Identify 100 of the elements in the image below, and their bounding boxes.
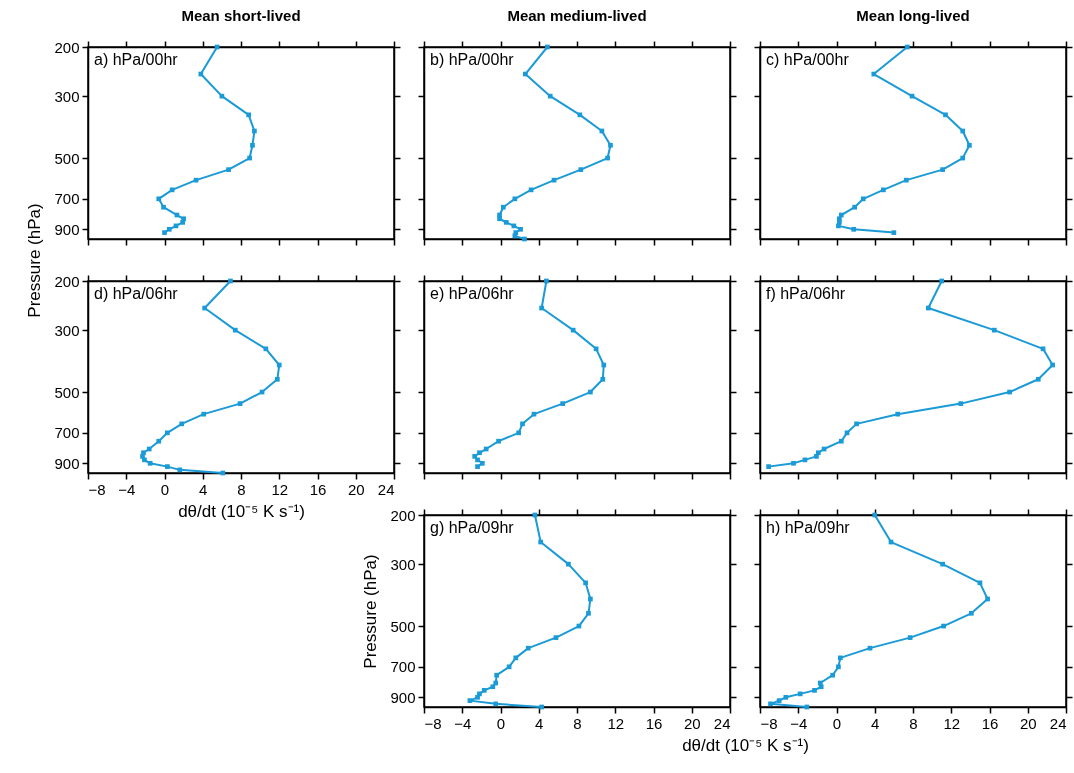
point <box>193 177 199 183</box>
annotation: g) hPa/09hr <box>430 519 515 536</box>
point <box>226 167 231 172</box>
annotation: c) hPa/00hr <box>766 51 850 68</box>
x-tick-label: 20 <box>683 714 701 732</box>
x-tick-label: 4 <box>535 714 544 732</box>
point <box>766 464 771 469</box>
point <box>904 44 910 50</box>
chart-title: Mean long-lived <box>856 7 970 25</box>
x-tick-label: 4 <box>199 480 208 498</box>
y-tick-label: 700 <box>54 190 80 208</box>
point <box>539 305 544 311</box>
point <box>496 438 501 444</box>
point <box>503 220 509 225</box>
x-tick-label: −4 <box>118 480 136 498</box>
x-tick-label: 20 <box>1019 714 1037 732</box>
chart-title: Mean medium-lived <box>507 7 647 25</box>
y-tick-label: 500 <box>390 617 416 635</box>
point <box>512 233 518 239</box>
point <box>475 464 480 469</box>
point <box>161 204 166 210</box>
point <box>608 142 613 148</box>
point <box>967 142 972 148</box>
point <box>166 226 172 232</box>
point <box>1050 362 1055 368</box>
point <box>605 155 610 161</box>
point <box>903 177 909 183</box>
y-tick-label: 300 <box>54 321 80 339</box>
x-tick-label: 8 <box>237 480 246 498</box>
point <box>940 167 945 172</box>
point <box>250 142 255 148</box>
y-axis-title: Pressure (hPa) <box>25 203 45 318</box>
annotation: f) hPa/06hr <box>766 285 846 302</box>
x-axis-title: dθ/dt (10⁻⁵ K s⁻¹) <box>682 735 809 755</box>
x-tick-label: 12 <box>271 480 289 498</box>
point <box>483 446 489 452</box>
point <box>593 346 599 352</box>
point <box>477 450 482 456</box>
point <box>246 112 251 118</box>
x-tick-label: 20 <box>347 480 365 498</box>
point <box>577 112 583 118</box>
point <box>479 460 485 466</box>
point <box>518 226 523 232</box>
point <box>497 216 502 222</box>
point <box>939 278 945 284</box>
y-tick-label: 500 <box>54 383 80 401</box>
point <box>516 430 522 436</box>
point <box>531 411 537 417</box>
y-tick-label: 200 <box>54 38 80 56</box>
x-axis-title: dθ/dt (10⁻⁵ K s⁻¹) <box>178 501 305 521</box>
point <box>891 230 897 235</box>
x-tick-label: 4 <box>871 714 880 732</box>
point <box>601 362 607 368</box>
y-tick-label: 900 <box>390 688 416 706</box>
point <box>588 389 593 395</box>
x-tick-label: 16 <box>309 480 327 498</box>
annotation: d) hPa/06hr <box>94 285 179 302</box>
point <box>198 71 204 77</box>
point <box>895 411 901 417</box>
point <box>844 430 850 436</box>
x-tick-label: 24 <box>713 714 731 732</box>
point <box>512 196 518 202</box>
x-tick-label: 16 <box>981 714 999 732</box>
point <box>162 230 167 235</box>
x-tick-label: 12 <box>943 714 961 732</box>
y-tick-label: 700 <box>54 424 80 442</box>
point <box>522 236 527 242</box>
y-tick-label: 900 <box>54 454 80 472</box>
point <box>547 93 553 99</box>
annotation: h) hPa/09hr <box>766 519 851 536</box>
point <box>551 177 557 183</box>
point <box>871 71 877 77</box>
point <box>1040 346 1046 352</box>
y-tick-label: 900 <box>54 220 80 238</box>
point <box>851 226 857 232</box>
point <box>570 327 576 333</box>
point <box>881 187 886 193</box>
point <box>958 401 964 406</box>
point <box>247 155 252 161</box>
point <box>578 167 584 172</box>
x-tick-label: −4 <box>454 714 472 732</box>
point <box>252 128 257 134</box>
y-tick-label: 300 <box>54 87 80 105</box>
point <box>1007 389 1012 395</box>
x-tick-label: 16 <box>645 714 663 732</box>
y-tick-label: 300 <box>390 555 416 573</box>
point <box>545 44 550 50</box>
x-tick-label: 0 <box>496 714 506 732</box>
annotation: a) hPa/00hr <box>94 51 179 68</box>
x-tick-label: 24 <box>1049 714 1067 732</box>
point <box>836 223 841 229</box>
x-tick-label: 8 <box>909 714 918 732</box>
point <box>520 421 525 427</box>
point <box>852 204 858 210</box>
point <box>860 196 866 202</box>
point <box>960 128 966 134</box>
y-tick-label: 700 <box>390 658 416 676</box>
point <box>838 438 844 444</box>
x-tick-label: 0 <box>160 480 170 498</box>
point <box>544 278 549 284</box>
